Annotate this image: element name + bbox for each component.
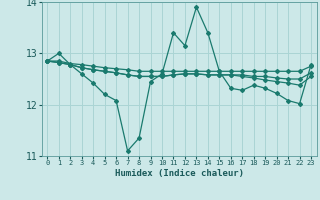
X-axis label: Humidex (Indice chaleur): Humidex (Indice chaleur)	[115, 169, 244, 178]
